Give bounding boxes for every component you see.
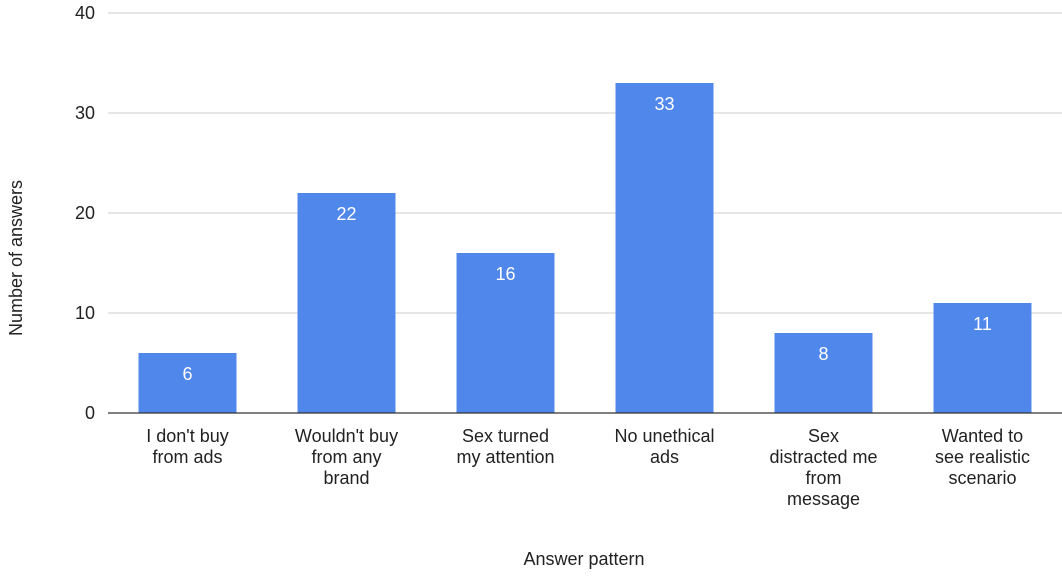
category-line: my attention: [456, 447, 554, 467]
data-label: 8: [818, 344, 828, 364]
gridlines: [108, 12, 1062, 314]
y-tick-label: 30: [75, 103, 95, 123]
category-line: brand: [323, 468, 369, 488]
x-category-label: Sex turned my attention: [456, 426, 554, 467]
category-line: ads: [650, 447, 679, 467]
bars: [138, 83, 1032, 413]
x-category-label: No unethical ads: [614, 426, 714, 467]
x-category-label: Wanted to see realistic scenario: [935, 426, 1030, 488]
x-category-label: Sex distracted me from message: [769, 426, 877, 509]
y-tick-label: 40: [75, 3, 95, 23]
y-tick-label: 10: [75, 303, 95, 323]
bar: [456, 253, 555, 413]
x-axis-title: Answer pattern: [523, 549, 644, 569]
category-line: Wanted to: [942, 426, 1023, 446]
category-line: Wouldn't buy: [295, 426, 398, 446]
data-labels: 6 22 16 33 8 11: [182, 94, 991, 384]
category-line: message: [787, 489, 860, 509]
y-axis-ticks: 0 10 20 30 40: [75, 3, 95, 423]
y-axis-title: Number of answers: [6, 180, 26, 336]
category-line: from: [806, 468, 842, 488]
x-category-label: I don't buy from ads: [146, 426, 229, 467]
data-label: 16: [495, 264, 515, 284]
category-line: Sex turned: [462, 426, 549, 446]
bar: [933, 303, 1032, 413]
category-line: No unethical: [614, 426, 714, 446]
data-label: 22: [336, 204, 356, 224]
bar: [774, 333, 873, 413]
category-line: scenario: [948, 468, 1016, 488]
x-category-label: Wouldn't buy from any brand: [295, 426, 398, 488]
bar: [297, 193, 396, 413]
category-line: from any: [311, 447, 381, 467]
y-tick-label: 20: [75, 203, 95, 223]
y-tick-label: 0: [85, 403, 95, 423]
category-line: distracted me: [769, 447, 877, 467]
bar: [138, 353, 237, 413]
data-label: 11: [973, 314, 992, 334]
category-line: I don't buy: [146, 426, 229, 446]
bar: [615, 83, 714, 413]
data-label: 6: [182, 364, 192, 384]
category-line: Sex: [808, 426, 839, 446]
category-line: from ads: [152, 447, 222, 467]
category-line: see realistic: [935, 447, 1030, 467]
data-label: 33: [654, 94, 674, 114]
